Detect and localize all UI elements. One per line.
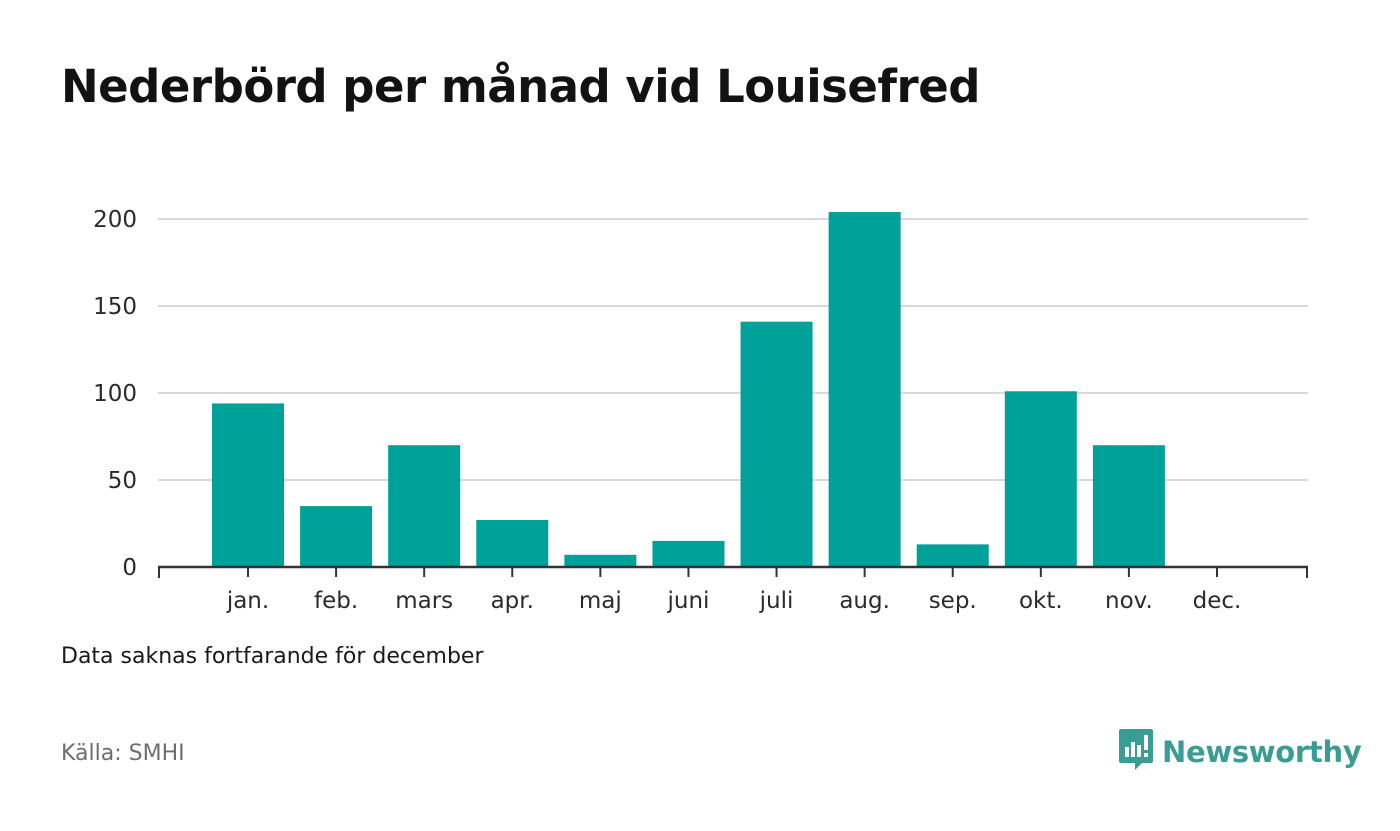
y-tick-label: 100 [93, 381, 137, 407]
bar [740, 321, 813, 567]
x-tick-label: apr. [491, 588, 534, 614]
x-tick-label: sep. [929, 588, 977, 614]
y-tick-label: 150 [93, 294, 137, 320]
x-tick-label: juni [666, 588, 709, 614]
bar-chart: 0 50 100 150 200 jan. feb. mars apr. maj juni juli… [93, 207, 1308, 614]
bar [1004, 391, 1077, 567]
grid-lines [158, 218, 1308, 481]
bar [300, 506, 373, 567]
x-tick-label: juli [759, 588, 794, 614]
y-axis-tick-labels: 0 50 100 150 200 [93, 207, 137, 581]
x-tick-label: nov. [1105, 588, 1153, 614]
x-tick-label: jan. [226, 588, 269, 614]
newsworthy-logo-icon [1118, 728, 1154, 776]
x-tick-label: mars [395, 588, 453, 614]
newsworthy-brand: Newsworthy [1118, 728, 1362, 776]
bar [212, 403, 284, 567]
bar [564, 554, 637, 567]
bar [652, 540, 725, 567]
bar [476, 520, 549, 567]
x-axis [158, 565, 1308, 578]
bars [212, 212, 1165, 568]
data-note: Data saknas fortfarande för december [61, 644, 484, 669]
x-tick-label: okt. [1019, 588, 1063, 614]
source-label: Källa: SMHI [61, 741, 185, 766]
bar [1092, 445, 1165, 567]
bar [916, 544, 989, 567]
bar [828, 212, 901, 568]
x-tick-label: aug. [839, 588, 890, 614]
bar [388, 445, 461, 567]
y-tick-label: 200 [93, 207, 137, 233]
brand-name: Newsworthy [1162, 735, 1362, 769]
y-tick-label: 0 [122, 555, 137, 581]
x-tick-label: dec. [1193, 588, 1242, 614]
x-tick-label: maj [579, 588, 622, 614]
x-axis-tick-labels: jan. feb. mars apr. maj juni juli aug. sep. okt. n… [226, 588, 1242, 614]
x-tick-label: feb. [314, 588, 358, 614]
chart-title: Nederbörd per månad vid Louisefred [61, 60, 980, 113]
y-tick-label: 50 [108, 468, 137, 494]
